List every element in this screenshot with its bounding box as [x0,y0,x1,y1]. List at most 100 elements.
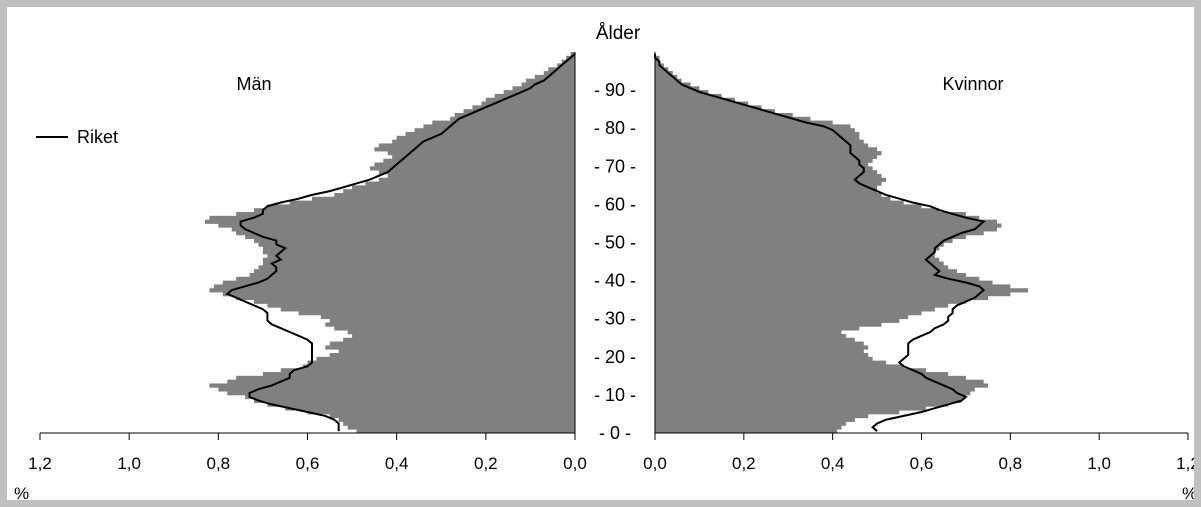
bar-men-age-73 [387,151,575,156]
bar-men-age-16 [280,368,575,373]
y-tick-label: - 10 - [594,385,636,405]
bar-women-age-36 [655,292,1011,297]
bar-men-age-79 [414,128,575,133]
bar-men-age-0 [356,429,575,434]
bar-women-age-10 [655,391,971,396]
bar-women-age-4 [655,413,869,419]
bar-men-age-15 [262,372,575,377]
bar-men-age-66 [378,177,575,182]
bar-women-age-75 [655,143,869,148]
bar-women-age-64 [655,185,878,190]
bar-women-age-17 [655,364,904,369]
y-tick-label: - 60 - [594,194,636,214]
bar-women-age-92 [655,78,682,83]
bar-men-age-20 [329,352,575,358]
bar-women-age-29 [655,318,900,323]
panel-title-left: Män [236,74,271,94]
bar-women-age-9 [655,394,966,400]
right-panel-bars [655,55,1029,434]
bar-women-age-91 [655,82,691,87]
bar-women-age-89 [655,90,709,95]
bar-men-age-94 [543,71,575,76]
bar-men-age-27 [334,326,575,331]
bar-women-age-43 [655,265,949,270]
riket-lines [225,53,986,432]
x-tick-label-right: 0,2 [732,454,756,473]
bar-men-age-12 [209,383,575,388]
bar-women-age-59 [655,204,922,209]
bar-women-age-56 [655,215,980,221]
bar-men-age-1 [347,425,575,430]
x-tick-label-right: 0,0 [643,454,667,473]
bar-women-age-35 [655,295,989,301]
bar-women-age-11 [655,387,975,392]
bar-men-age-51 [245,234,576,240]
bar-women-age-85 [655,105,762,110]
bar-women-age-57 [655,212,966,217]
bar-men-age-55 [204,219,576,224]
x-tick-label-left: 1,2 [28,454,52,473]
bar-men-age-92 [525,78,575,83]
bar-women-age-6 [655,406,926,411]
bar-men-age-58 [254,208,575,213]
y-tick-label: - 20 - [594,347,636,367]
bar-women-age-19 [655,356,873,362]
bar-men-age-76 [392,139,575,144]
riket-line-women [654,53,986,432]
y-tick-label: - 30 - [594,309,636,329]
bar-women-age-8 [655,398,962,403]
bar-men-age-46 [267,253,575,259]
bar-men-age-81 [432,120,575,125]
bar-men-age-4 [329,413,575,419]
x-axis-unit-left: % [14,484,29,500]
bar-men-age-52 [236,231,575,236]
bar-men-age-37 [209,288,575,293]
bar-men-age-57 [236,212,575,217]
bar-men-age-39 [222,280,575,285]
bar-women-age-34 [655,299,966,304]
population-pyramid-chart: 0,0 0,0 0,2 0,2 0,4 0,4 0,6 0,6 0,8 0,8 1,0 1,0 1,2 1… [14,23,1194,500]
bar-women-age-80 [655,124,851,129]
bar-men-age-49 [258,242,575,247]
bar-men-age-65 [365,181,575,186]
bar-men-age-5 [307,410,575,415]
bar-women-age-83 [655,112,793,118]
left-panel-bars [204,52,576,434]
bar-men-age-33 [267,303,575,308]
bar-women-age-47 [655,250,935,255]
bar-women-age-51 [655,234,966,240]
bar-men-age-18 [307,360,575,365]
bar-women-age-86 [655,101,749,106]
bar-men-age-21 [338,349,575,354]
bar-women-age-33 [655,303,949,308]
bar-men-age-28 [325,322,575,327]
bar-men-age-38 [213,284,575,289]
bar-women-age-55 [655,219,998,224]
bar-women-age-46 [655,253,935,259]
x-tick-label-left: 0,2 [474,454,498,473]
bar-men-age-95 [548,67,575,72]
bar-men-age-31 [298,311,575,316]
bar-men-age-96 [557,63,575,68]
bar-women-age-20 [655,352,869,358]
bar-men-age-78 [405,132,575,137]
bar-women-age-69 [655,166,873,171]
bar-men-age-87 [485,97,575,102]
bar-women-age-68 [655,170,878,175]
x-tick-label-right: 1,0 [1087,454,1111,473]
bar-women-age-65 [655,181,882,186]
bar-women-age-48 [655,246,940,251]
bar-women-age-37 [655,288,1029,293]
bar-men-age-67 [387,173,575,179]
riket-line-men [225,53,576,432]
bar-men-age-25 [352,333,575,339]
bar-women-age-58 [655,208,940,213]
bar-women-age-66 [655,177,886,182]
bar-women-age-72 [655,154,878,160]
bar-men-age-47 [262,250,575,255]
bar-men-age-9 [245,394,576,400]
bar-women-age-52 [655,231,984,236]
bar-women-age-88 [655,93,722,99]
bar-men-age-71 [383,158,575,163]
bar-men-age-6 [285,406,575,411]
